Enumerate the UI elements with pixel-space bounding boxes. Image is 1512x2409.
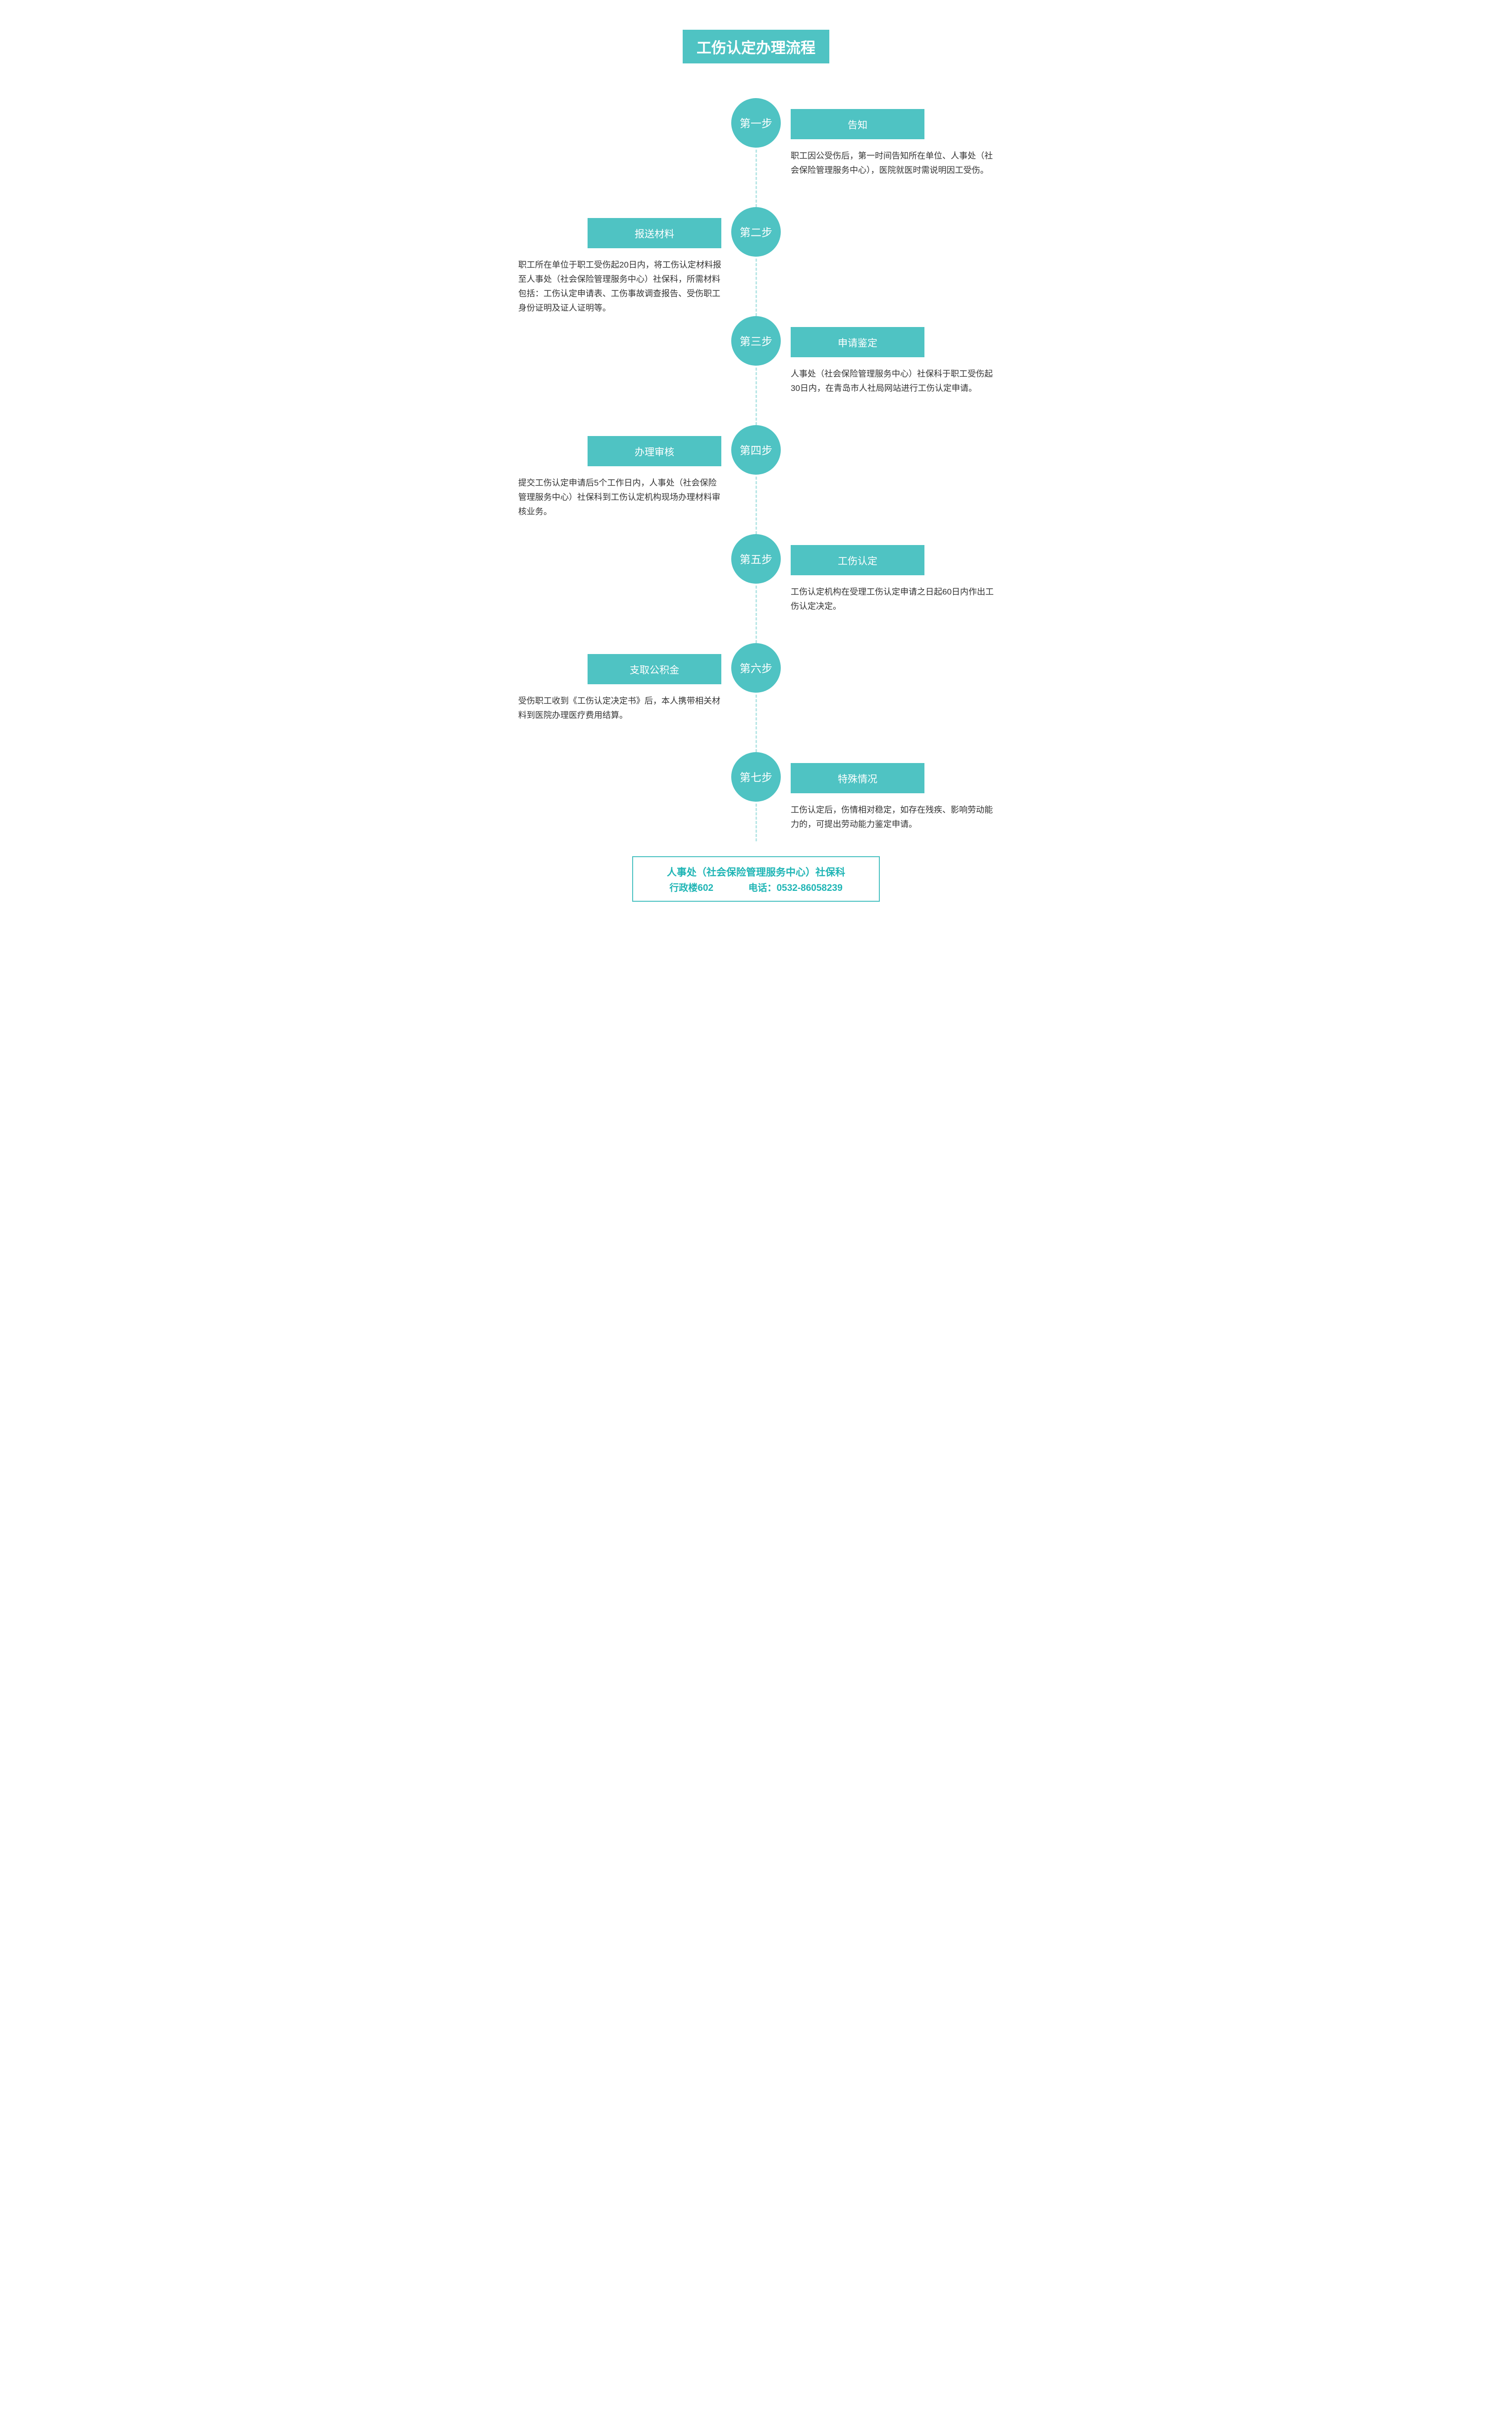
step-title-bar: 告知 [791,109,924,139]
connector-dash [756,259,757,316]
step-circle: 第四步 [731,425,781,475]
step-desc: 工伤认定机构在受理工伤认定申请之日起60日内作出工伤认定决定。 [791,585,994,614]
footer-phone-label: 电话： [749,883,777,893]
step-5: 第五步 工伤认定 工伤认定机构在受理工伤认定申请之日起60日内作出工伤认定决定。 [518,534,994,643]
page-title: 工伤认定办理流程 [683,30,829,63]
step-content: 报送材料 职工所在单位于职工受伤起20日内，将工伤认定材料报至人事处（社会保险管… [518,207,756,316]
step-content: 特殊情况 工伤认定后，伤情相对稳定，如存在残疾、影响劳动能力的，可提出劳动能力鉴… [756,752,994,832]
connector-dash [756,368,757,425]
timeline: 第一步 告知 职工因公受伤后，第一时间告知所在单位、人事处（社会保险管理服务中心… [518,98,994,841]
step-circle: 第三步 [731,316,781,366]
step-content: 告知 职工因公受伤后，第一时间告知所在单位、人事处（社会保险管理服务中心），医院… [756,98,994,178]
step-desc: 人事处（社会保险管理服务中心）社保科于职工受伤起30日内，在青岛市人社局网站进行… [791,367,994,396]
step-title-bar: 报送材料 [588,218,721,248]
title-wrap: 工伤认定办理流程 [518,30,994,98]
step-4: 第四步 办理审核 提交工伤认定申请后5个工作日内，人事处（社会保险管理服务中心）… [518,425,994,534]
connector-dash [756,150,757,207]
step-title-bar: 支取公积金 [588,654,721,684]
step-title-bar: 申请鉴定 [791,327,924,357]
step-3: 第三步 申请鉴定 人事处（社会保险管理服务中心）社保科于职工受伤起30日内，在青… [518,316,994,425]
connector-dash [756,477,757,534]
step-desc: 工伤认定后，伤情相对稳定，如存在残疾、影响劳动能力的，可提出劳动能力鉴定申请。 [791,803,994,832]
step-content: 申请鉴定 人事处（社会保险管理服务中心）社保科于职工受伤起30日内，在青岛市人社… [756,316,994,396]
step-content: 支取公积金 受伤职工收到《工伤认定决定书》后，本人携带相关材料到医院办理医疗费用… [518,643,756,723]
step-desc: 职工所在单位于职工受伤起20日内，将工伤认定材料报至人事处（社会保险管理服务中心… [518,258,721,316]
center-col: 第二步 [731,207,781,316]
step-title-bar: 特殊情况 [791,763,924,793]
step-circle: 第五步 [731,534,781,584]
footer-contact: 行政楼602 电话：0532-86058239 [643,880,869,894]
step-2: 第二步 报送材料 职工所在单位于职工受伤起20日内，将工伤认定材料报至人事处（社… [518,207,994,316]
step-content: 办理审核 提交工伤认定申请后5个工作日内，人事处（社会保险管理服务中心）社保科到… [518,425,756,519]
step-title-bar: 办理审核 [588,436,721,466]
connector-dash [756,695,757,752]
step-title-bar: 工伤认定 [791,545,924,575]
center-col: 第三步 [731,316,781,425]
step-circle: 第六步 [731,643,781,693]
step-1: 第一步 告知 职工因公受伤后，第一时间告知所在单位、人事处（社会保险管理服务中心… [518,98,994,207]
center-col: 第五步 [731,534,781,643]
connector-dash [756,586,757,643]
step-6: 第六步 支取公积金 受伤职工收到《工伤认定决定书》后，本人携带相关材料到医院办理… [518,643,994,752]
flowchart-container: 工伤认定办理流程 第一步 告知 职工因公受伤后，第一时间告知所在单位、人事处（社… [518,30,994,902]
footer-dept: 人事处（社会保险管理服务中心）社保科 [643,864,869,878]
footer-phone: 0532-86058239 [777,883,843,893]
center-col: 第七步 [731,752,781,841]
step-desc: 受伤职工收到《工伤认定决定书》后，本人携带相关材料到医院办理医疗费用结算。 [518,694,721,723]
step-content: 工伤认定 工伤认定机构在受理工伤认定申请之日起60日内作出工伤认定决定。 [756,534,994,614]
footer-contact-box: 人事处（社会保险管理服务中心）社保科 行政楼602 电话：0532-860582… [632,856,880,902]
center-col: 第六步 [731,643,781,752]
center-col: 第四步 [731,425,781,534]
step-circle: 第二步 [731,207,781,257]
step-circle: 第七步 [731,752,781,802]
step-desc: 职工因公受伤后，第一时间告知所在单位、人事处（社会保险管理服务中心），医院就医时… [791,149,994,178]
step-desc: 提交工伤认定申请后5个工作日内，人事处（社会保险管理服务中心）社保科到工伤认定机… [518,476,721,519]
step-circle: 第一步 [731,98,781,148]
connector-dash [756,804,757,841]
step-7: 第七步 特殊情况 工伤认定后，伤情相对稳定，如存在残疾、影响劳动能力的，可提出劳… [518,752,994,841]
center-col: 第一步 [731,98,781,207]
footer-location: 行政楼602 [669,883,713,893]
